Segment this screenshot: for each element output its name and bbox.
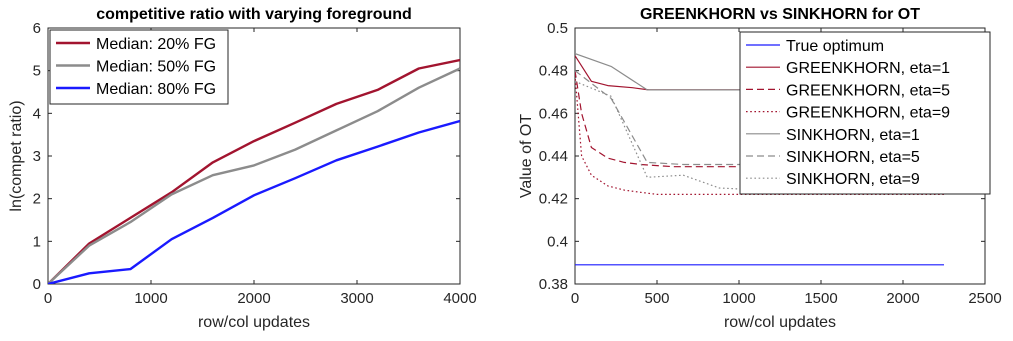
y-tick-label: 5 bbox=[33, 63, 41, 80]
series-line-4 bbox=[575, 74, 944, 195]
y-tick-label: 3 bbox=[33, 148, 41, 165]
x-tick-label: 1000 bbox=[134, 290, 167, 307]
x-tick-label: 4000 bbox=[443, 290, 476, 307]
legend-label: SINKHORN, eta=1 bbox=[786, 127, 920, 144]
x-tick-label: 0 bbox=[571, 290, 579, 307]
y-tick-label: 1 bbox=[33, 233, 41, 250]
legend-label: SINKHORN, eta=9 bbox=[786, 171, 920, 188]
legend-label: SINKHORN, eta=5 bbox=[786, 149, 920, 166]
y-tick-label: 2 bbox=[33, 191, 41, 208]
legend-label: Median: 80% FG bbox=[96, 81, 216, 98]
y-axis-label: ln(compet ratio) bbox=[8, 100, 25, 211]
x-tick-label: 1000 bbox=[722, 290, 755, 307]
legend-label: True optimum bbox=[786, 38, 884, 55]
y-tick-label: 0.38 bbox=[539, 276, 568, 293]
y-axis-label: Value of OT bbox=[518, 114, 535, 198]
y-tick-label: 0.42 bbox=[539, 191, 568, 208]
series-line-3 bbox=[575, 70, 764, 168]
y-tick-label: 0.5 bbox=[547, 20, 568, 37]
legend-box bbox=[739, 31, 991, 195]
legend-label: GREENKHORN, eta=9 bbox=[786, 105, 950, 122]
x-tick-label: 1500 bbox=[804, 290, 837, 307]
series-line-2 bbox=[575, 55, 764, 91]
series-line-1 bbox=[48, 58, 460, 284]
chart-title: competitive ratio with varying foregroun… bbox=[96, 6, 412, 23]
y-tick-label: 6 bbox=[33, 20, 41, 37]
y-tick-label: 0.48 bbox=[539, 63, 568, 80]
x-axis-label: row/col updates bbox=[198, 314, 310, 331]
x-tick-label: 0 bbox=[44, 290, 52, 307]
x-tick-label: 2000 bbox=[886, 290, 919, 307]
x-axis-label: row/col updates bbox=[724, 314, 836, 331]
chart-panel-1: 0 1000 2000 3000 4000 0 1 2 3 4 5 6 row/col updates l… bbox=[8, 6, 477, 331]
x-tick-label: 2000 bbox=[237, 290, 270, 307]
legend-label: Median: 50% FG bbox=[96, 59, 216, 76]
chart-panel-2: 0 500 1000 1500 2000 2500 0.38 0.4 0.42 0.44 0.46 0… bbox=[518, 6, 1002, 331]
legend-label: GREENKHORN, eta=5 bbox=[786, 82, 950, 99]
y-tick-label: 0.44 bbox=[539, 148, 568, 165]
series-line-5 bbox=[575, 53, 764, 91]
series-line-3 bbox=[48, 119, 460, 284]
y-tick-label: 4 bbox=[33, 105, 41, 122]
y-tick-label: 0 bbox=[33, 276, 41, 293]
series-line-7 bbox=[575, 80, 764, 191]
y-tick-label: 0.4 bbox=[547, 233, 568, 250]
series-line-2 bbox=[48, 67, 460, 284]
legend-label: GREENKHORN, eta=1 bbox=[786, 60, 950, 77]
x-tick-label: 500 bbox=[644, 290, 669, 307]
x-tick-label: 3000 bbox=[340, 290, 373, 307]
x-tick-label: 2500 bbox=[968, 290, 1001, 307]
legend-label: Median: 20% FG bbox=[96, 36, 216, 53]
y-tick-label: 0.46 bbox=[539, 105, 568, 122]
chart-title: GREENKHORN vs SINKHORN for OT bbox=[640, 6, 920, 23]
series-line-6 bbox=[575, 70, 764, 166]
